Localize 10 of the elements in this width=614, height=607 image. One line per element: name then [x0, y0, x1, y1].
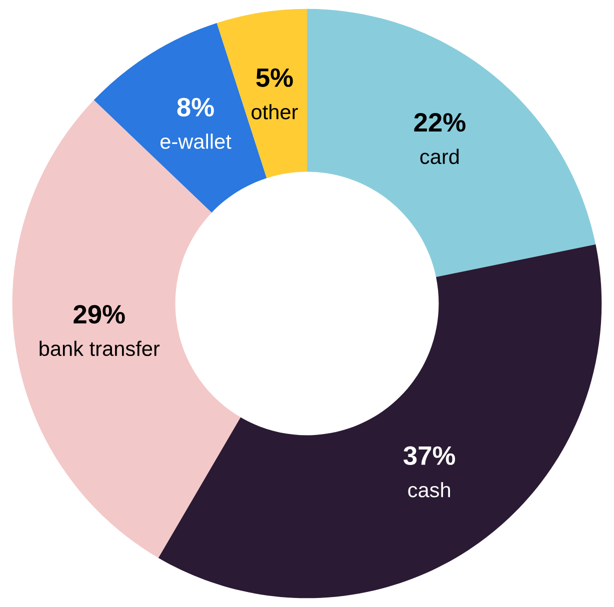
data-label: 8% [177, 98, 214, 117]
data-label: 29% [74, 304, 125, 324]
slice-label: e-wallet [160, 134, 232, 149]
data-label: 5% [256, 68, 293, 87]
data-label: 22% [414, 113, 466, 132]
slice-label: other [252, 104, 298, 120]
slice-label: cash [408, 482, 450, 498]
data-label: 37% [404, 446, 456, 466]
slice-label: bank transfer [40, 340, 160, 356]
slice-label: card [420, 148, 459, 164]
